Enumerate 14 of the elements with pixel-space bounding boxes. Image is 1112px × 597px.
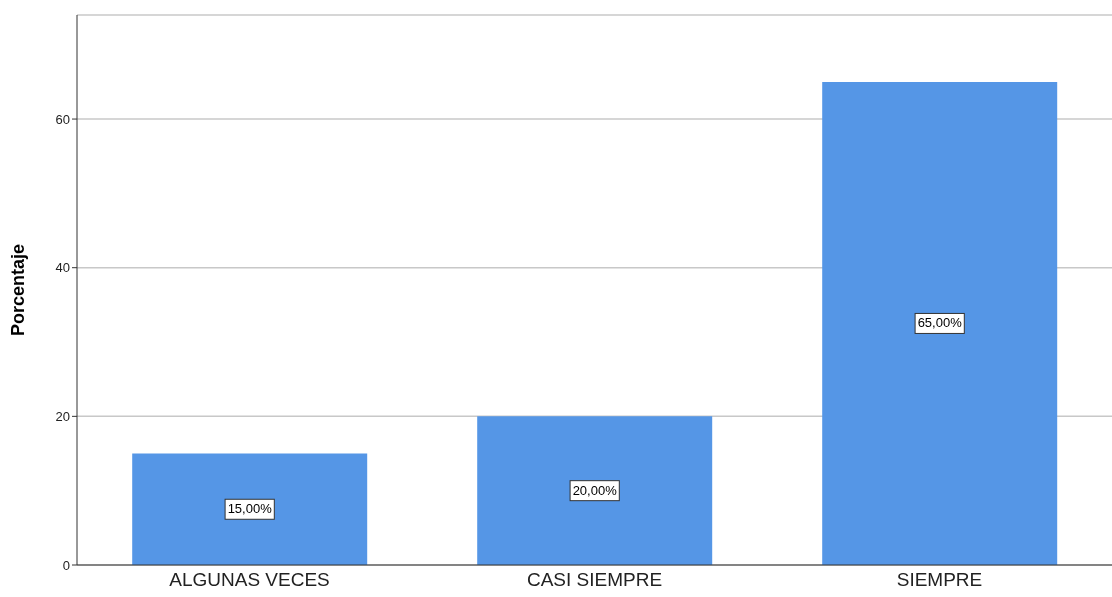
data-label: 20,00% [572, 482, 618, 498]
x-tick-label: SIEMPRE [896, 569, 983, 591]
data-label: 65,00% [917, 315, 963, 331]
bar [132, 453, 368, 565]
y-tick-label: 60 [55, 111, 70, 127]
x-tick-label: CASI SIEMPRE [526, 569, 663, 591]
y-tick-label: 40 [55, 260, 70, 276]
y-tick-label: 20 [55, 408, 70, 424]
data-label: 15,00% [227, 501, 273, 517]
y-tick-label: 0 [62, 557, 70, 573]
bar [477, 416, 713, 565]
x-tick-label: ALGUNAS VECES [169, 569, 330, 591]
y-axis-title: Porcentaje [8, 243, 29, 337]
bar [822, 81, 1058, 565]
